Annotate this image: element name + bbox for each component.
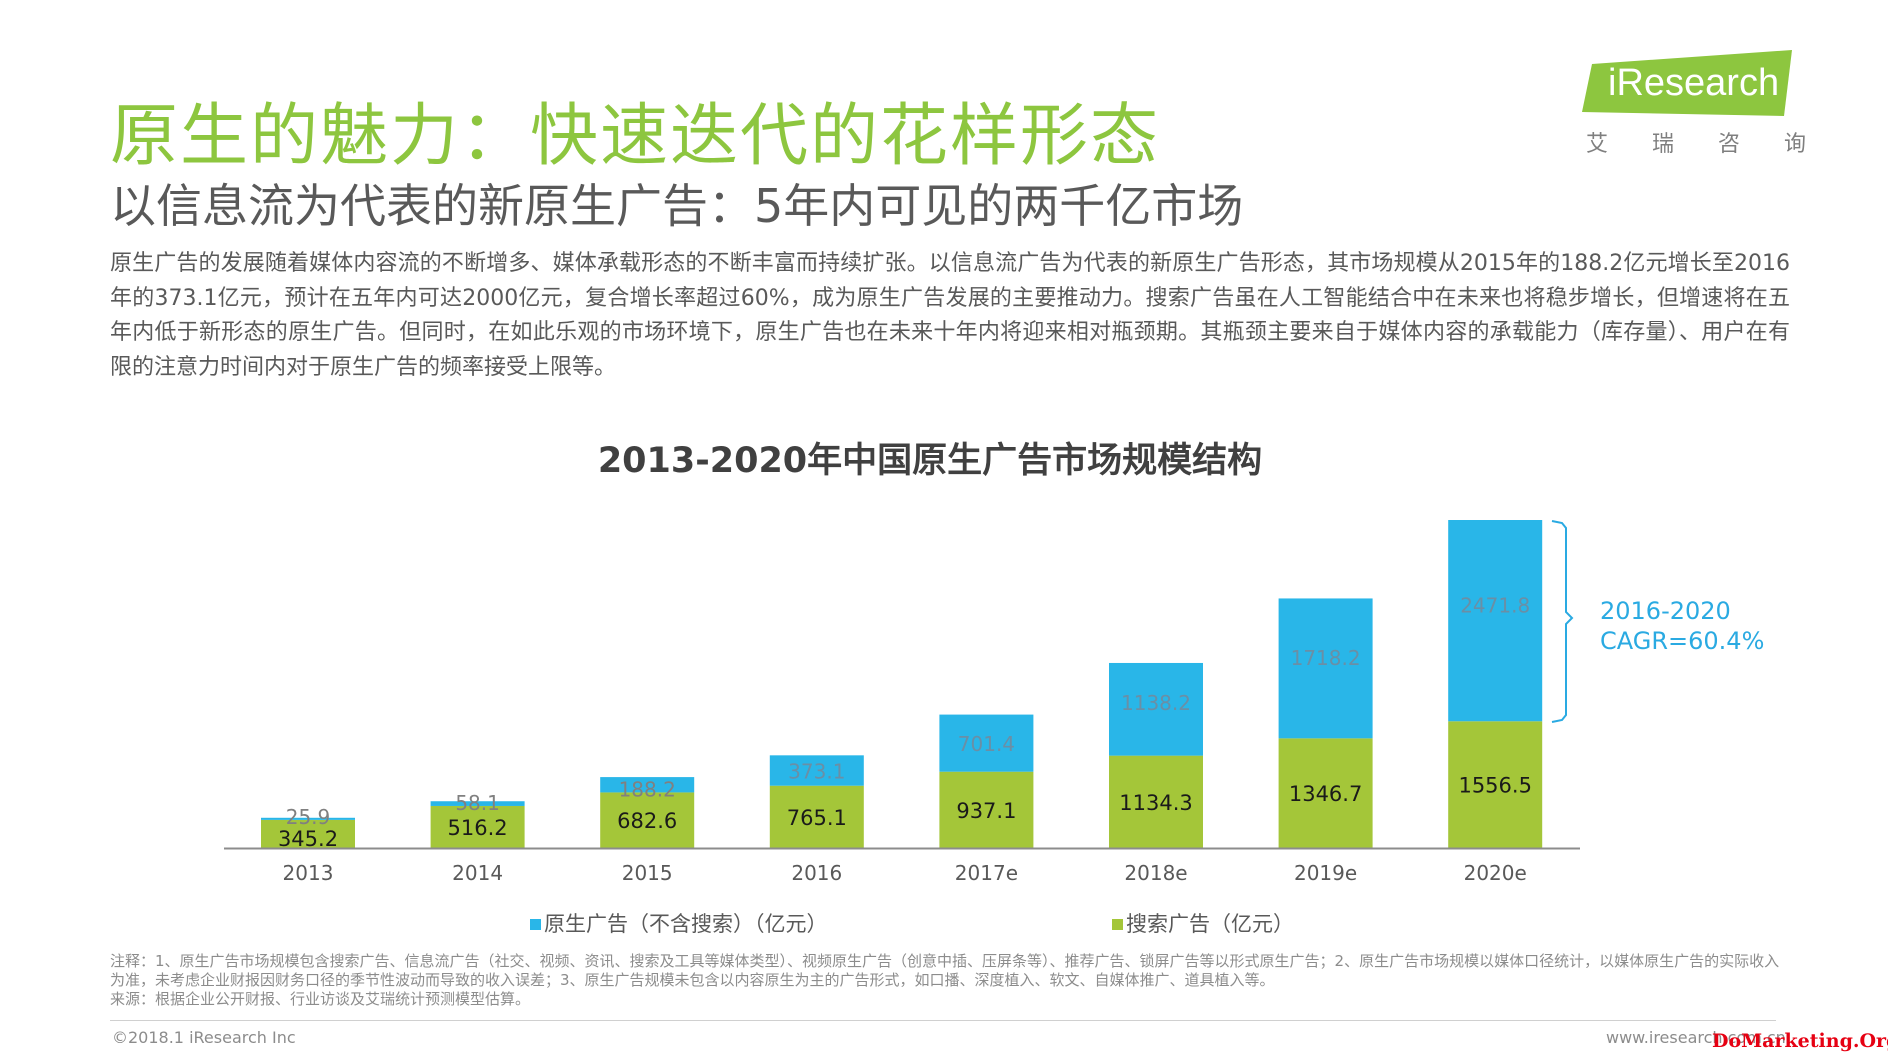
bar-native [939, 714, 1034, 772]
data-label-native: 373.1 [788, 760, 845, 784]
footnote: 注释：1、原生广告市场规模包含搜索广告、信息流广告（社交、视频、资讯、搜索及工具… [110, 952, 1790, 1009]
legend-label-search: 搜索广告（亿元） [1126, 912, 1294, 936]
logo-banner-shape [1582, 50, 1792, 116]
data-label-search: 682.6 [617, 809, 677, 833]
data-label-native: 701.4 [958, 732, 1015, 756]
bar-search [430, 805, 525, 848]
logo-sub-char: 询 [1783, 132, 1806, 157]
cagr-annotation: 2016-2020 CAGR=60.4% [1600, 596, 1764, 656]
data-label-search: 1556.5 [1458, 774, 1531, 798]
data-label-search: 937.1 [956, 799, 1016, 823]
bar-native [600, 777, 695, 793]
copyright: ©2018.1 iResearch Inc [112, 1028, 296, 1047]
logo-sub-char: 咨 [1717, 132, 1740, 157]
website-url[interactable]: www.iresearch.com.cn [1606, 1028, 1786, 1047]
logo-sub-char: 瑞 [1651, 132, 1674, 157]
watermark: DoMarketing.Org [1712, 1030, 1888, 1052]
bar-search [1448, 721, 1543, 848]
chart-title: 2013-2020年中国原生广告市场规模结构 [597, 441, 1263, 481]
data-label-native: 1718.2 [1291, 646, 1361, 670]
bar-native [769, 755, 864, 786]
x-tick-label: 2014 [452, 861, 503, 885]
data-label-native: 58.1 [455, 791, 500, 815]
page-title: 原生的魅力：快速迭代的花样形态 [110, 97, 1161, 176]
data-label-search: 345.2 [278, 827, 338, 851]
logo-wordmark: iResearch [1608, 62, 1780, 104]
footnote-text: 注释：1、原生广告市场规模包含搜索广告、信息流广告（社交、视频、资讯、搜索及工具… [110, 952, 1780, 989]
data-label-search: 1134.3 [1119, 791, 1192, 815]
x-tick-label: 2019e [1294, 861, 1357, 885]
x-tick-label: 2013 [283, 861, 334, 885]
x-tick-label: 2020e [1464, 861, 1527, 885]
x-tick-label: 2018e [1124, 861, 1187, 885]
source-text: 来源：根据企业公开财报、行业访谈及艾瑞统计预测模型估算。 [110, 990, 531, 1008]
x-tick-label: 2016 [791, 861, 842, 885]
page-subtitle: 以信息流为代表的新原生广告：5年内可见的两千亿市场 [110, 179, 1244, 233]
data-label-search: 765.1 [787, 806, 847, 830]
legend-swatch-native [530, 919, 541, 930]
legend-item-search: 搜索广告（亿元） [1112, 908, 1294, 936]
bar-search [1109, 755, 1203, 848]
bar-search [600, 792, 695, 848]
cagr-period: 2016-2020 [1600, 597, 1731, 625]
bar-native [1278, 598, 1373, 739]
data-label-native: 2471.8 [1460, 594, 1530, 618]
data-label-search: 1346.7 [1289, 782, 1362, 806]
legend-swatch-search [1112, 919, 1123, 930]
bar-native [1109, 662, 1203, 756]
data-label-native: 25.9 [286, 805, 331, 829]
data-label-native: 1138.2 [1121, 691, 1191, 715]
bar-search [769, 785, 864, 848]
logo-subtitle: 艾 瑞 咨 询 [1586, 126, 1806, 158]
bar-search [261, 819, 355, 848]
x-tick-label: 2017e [955, 861, 1018, 885]
legend-item-native: 原生广告（不含搜索）（亿元） [530, 908, 828, 936]
bar-native [430, 801, 525, 806]
bar-native [1448, 520, 1543, 722]
data-label-search: 516.2 [448, 816, 508, 840]
cagr-bracket [1551, 520, 1574, 723]
logo-sub-char: 艾 [1586, 132, 1609, 157]
cagr-value: CAGR=60.4% [1600, 627, 1765, 655]
data-label-native: 188.2 [619, 777, 676, 801]
intro-paragraph: 原生广告的发展随着媒体内容流的不断增多、媒体承载形态的不断丰富而持续扩张。以信息… [110, 251, 1790, 380]
bar-search [939, 771, 1034, 848]
legend-label-native: 原生广告（不含搜索）（亿元） [544, 912, 828, 936]
bar-native [261, 817, 355, 820]
iresearch-logo: iResearch 艾 瑞 咨 询 [1578, 50, 1810, 160]
footer-divider [110, 1020, 1776, 1021]
bar-search [1278, 738, 1373, 848]
x-tick-label: 2015 [622, 861, 673, 885]
